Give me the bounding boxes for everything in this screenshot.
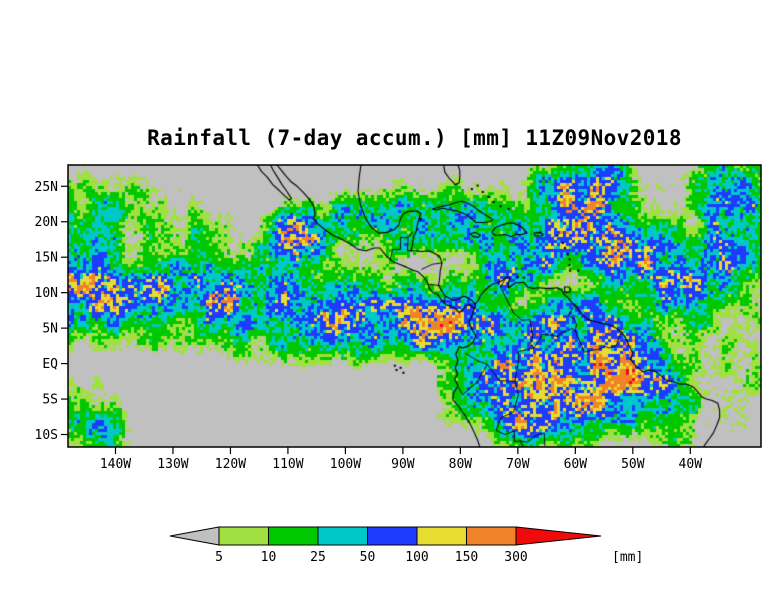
colorbar-tick-label: 10 <box>261 550 277 565</box>
colorbar-tick-label: 5 <box>215 550 223 565</box>
y-axis-tick-label: 10S <box>35 428 58 443</box>
x-axis-tick-label: 130W <box>157 457 188 472</box>
y-axis-tick-label: 20N <box>35 215 58 230</box>
y-axis-tick-label: 5S <box>42 393 58 408</box>
colorbar-tick-label: 25 <box>310 550 326 565</box>
colorbar-tick-label: 50 <box>360 550 376 565</box>
y-axis-tick-label: 15N <box>35 251 58 266</box>
colorbar-segment-1 <box>218 526 269 546</box>
x-axis-tick-label: 60W <box>564 457 588 472</box>
chart-title: Rainfall (7-day accum.) [mm] 11Z09Nov201… <box>147 126 682 150</box>
rainfall-map-canvas <box>68 165 761 447</box>
x-axis-tick-label: 110W <box>272 457 303 472</box>
x-axis-tick-label: 70W <box>506 457 530 472</box>
x-axis-tick-label: 100W <box>330 457 361 472</box>
colorbar-tick-label: 100 <box>405 550 428 565</box>
colorbar-tick-label: 150 <box>455 550 478 565</box>
colorbar-unit-label: [mm] <box>612 550 643 565</box>
colorbar-segment-2 <box>268 526 319 546</box>
x-axis-tick-label: 140W <box>100 457 131 472</box>
colorbar-arrow-low <box>169 526 220 546</box>
x-axis-tick-label: 40W <box>679 457 703 472</box>
y-axis-tick-label: 10N <box>35 286 58 301</box>
y-axis-tick-label: 5N <box>42 322 58 337</box>
x-axis-tick-label: 90W <box>391 457 415 472</box>
y-axis-tick-label: EQ <box>42 357 58 372</box>
colorbar-segment-3 <box>317 526 368 546</box>
y-axis-tick-label: 25N <box>35 180 58 195</box>
x-axis-tick-label: 120W <box>215 457 246 472</box>
colorbar-segment-6 <box>466 526 517 546</box>
colorbar-segment-5 <box>416 526 467 546</box>
colorbar-tick-label: 300 <box>504 550 527 565</box>
x-axis-tick-label: 80W <box>449 457 473 472</box>
x-axis-tick-label: 50W <box>621 457 645 472</box>
colorbar-arrow-high <box>515 526 602 546</box>
colorbar-segment-4 <box>367 526 418 546</box>
